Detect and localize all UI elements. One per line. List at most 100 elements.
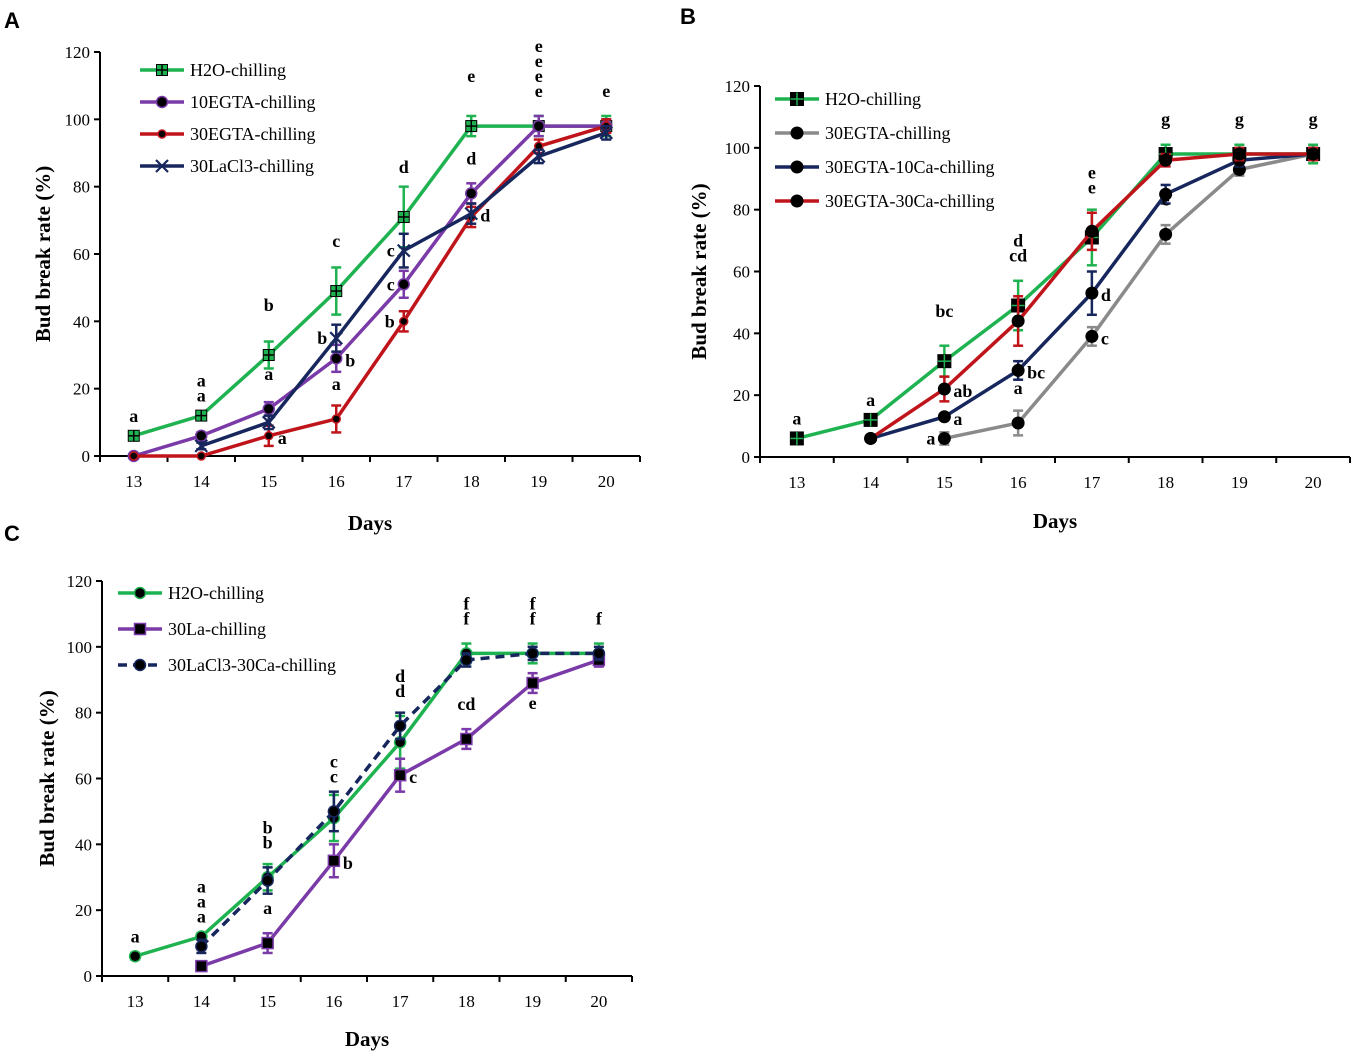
legend-marker [133,658,147,672]
data-point [1159,187,1173,201]
legend-label: 30EGTA-10Ca-chilling [825,157,995,177]
significance-letter: c [332,231,340,251]
data-point-b [464,206,479,221]
legend-marker [155,95,169,109]
significance-letter: b [317,328,327,348]
series-line [133,124,607,458]
data-point [1085,329,1099,343]
data-point-b [599,126,614,140]
legend-label: 30LaCl3-30Ca-chilling [168,655,336,675]
data-point [397,278,410,291]
significance-letter: a [131,926,140,946]
y-tick-label: 40 [733,324,750,343]
significance-letter: f [1163,149,1170,169]
significance-letter: f [530,608,537,628]
data-point-b [396,243,411,258]
significance-letter: e [467,66,475,86]
significance-letter: cd [457,694,475,714]
legend-marker [157,129,167,139]
data-point [1085,286,1099,300]
data-point [532,119,545,133]
significance-letter: e [602,81,610,101]
series-30LaCl3-chilling [194,124,614,453]
significance-letter: e [535,36,543,56]
legend-marker [790,126,804,140]
data-point [1011,416,1025,430]
data-point [1232,147,1246,161]
series-30EGTA-30Ca-chilling [864,146,1320,445]
legend-label: 30EGTA-chilling [190,124,316,144]
panel-letter: C [4,521,20,546]
x-tick-label: 13 [788,473,805,492]
series-line [134,651,599,958]
significance-letter: a [953,409,962,429]
significance-letter: c [409,767,417,787]
data-point [399,316,409,327]
significance-letter: b [343,853,353,873]
series-10EGTA-chilling [127,114,613,463]
significance-letter: a [866,390,875,410]
data-point [1159,153,1173,167]
panel-letter: B [680,4,696,29]
significance-letter: b [264,295,274,315]
legend-label: 30EGTA-chilling [825,123,951,143]
y-tick-label: 20 [75,901,92,920]
y-tick-label: 80 [733,201,750,220]
data-point [460,732,473,746]
legend-label: H2O-chilling [825,89,921,109]
data-point [1011,314,1025,328]
significance-letter: a [792,408,801,428]
data-point [937,382,951,396]
x-tick-label: 20 [590,992,607,1011]
legend-marker [790,194,804,208]
y-tick-label: 40 [73,312,90,331]
data-point [1306,147,1320,161]
x-tick-label: 15 [936,473,953,492]
panel-a: A 0 20 40 60 80 100 120 13 14 15 16 17 18 19 20 Days Bud … [4,8,641,535]
x-tick-label: 18 [458,992,475,1011]
significance-letter: e [535,81,543,101]
x-tick-label: 15 [260,472,277,491]
data-point [262,402,275,416]
significance-letter: a [197,386,206,406]
significance-letter: a [197,907,206,927]
significance-letter: a [926,428,935,448]
legend-marker-b [155,159,169,173]
significance-letter: d [395,666,405,686]
y-tick-label: 120 [67,572,93,591]
significance-letter: ab [953,381,972,401]
data-point [128,950,142,963]
significance-letter: a [264,364,273,384]
series-line [944,152,1314,441]
legend-label: H2O-chilling [168,583,264,603]
x-tick-label: 13 [125,472,142,491]
data-point-b [329,331,344,345]
y-tick-label: 80 [73,178,90,197]
data-point [864,431,878,445]
significance-letter: d [395,681,405,701]
legend-label: H2O-chilling [190,60,286,80]
x-tick-label: 18 [1157,473,1174,492]
significance-letter: f [596,608,603,628]
y-tick-label: 120 [725,77,751,96]
significance-letter: b [385,311,395,331]
significance-letter: a [129,406,138,426]
significance-letter: d [399,157,409,177]
significance-letter: c [387,274,395,294]
significance-letter: a [197,877,206,897]
data-point-b [261,415,276,430]
y-tick-label: 0 [82,447,91,466]
significance-letter: c [387,241,395,261]
data-point [1159,227,1173,241]
significance-letter: d [480,206,490,226]
data-point [330,352,343,365]
significance-letter: e [1088,162,1096,182]
x-tick-label: 15 [259,992,276,1011]
data-point [327,854,341,868]
y-tick-label: 120 [65,43,91,62]
y-tick-label: 60 [733,263,750,282]
significance-letter: c [330,766,338,786]
significance-letter: b [345,350,355,370]
panel-letter: A [4,8,20,33]
significance-letter: a [332,374,341,394]
